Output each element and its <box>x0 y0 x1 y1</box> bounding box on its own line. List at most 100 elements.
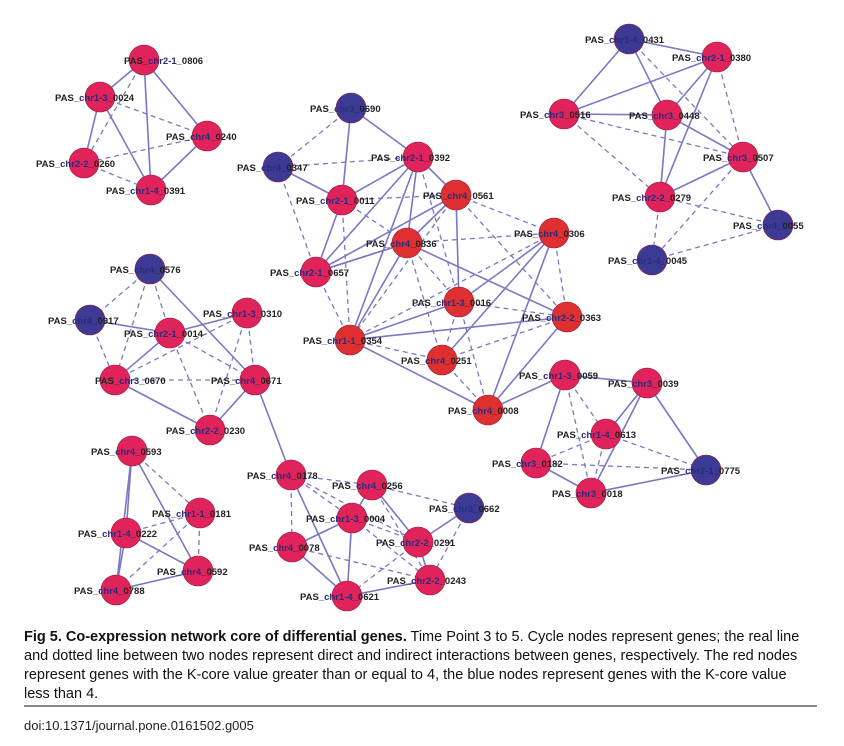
gene-label-chromosome: chr1-4 <box>130 186 159 197</box>
gene-label-suffix: _0279 <box>664 193 691 204</box>
gene-node-g1[interactable] <box>275 459 307 491</box>
direct-edge-E1-E4 <box>535 374 566 464</box>
indirect-edge-B7-B11 <box>349 232 555 341</box>
gene-label-d3: PAS_chr1-3_0310 <box>203 309 282 320</box>
gene-label-suffix: _0251 <box>444 356 472 367</box>
gene-label-prefix: PAS_ <box>211 376 236 387</box>
gene-node-g6[interactable] <box>276 531 308 563</box>
gene-label-prefix: PAS_ <box>557 430 582 441</box>
gene-node-c3[interactable] <box>548 98 580 130</box>
gene-label-chromosome: chr3 <box>653 111 673 122</box>
gene-node-f4[interactable] <box>182 555 214 587</box>
gene-label-chromosome: chr3 <box>119 376 139 387</box>
indirect-edge-F1-F2 <box>131 450 201 514</box>
gene-node-e3[interactable] <box>590 418 622 450</box>
gene-label-suffix: _0045 <box>660 256 688 267</box>
gene-node-c7[interactable] <box>762 209 794 241</box>
gene-label-prefix: PAS_ <box>247 471 272 482</box>
gene-label-prefix: PAS_ <box>74 586 99 597</box>
gene-node-d7[interactable] <box>194 414 226 446</box>
gene-node-b5[interactable] <box>440 179 472 211</box>
gene-label-chromosome: chr4 <box>235 376 256 387</box>
gene-node-c8[interactable] <box>636 244 668 276</box>
gene-node-g7[interactable] <box>414 564 446 596</box>
gene-label-chromosome: chr2-1 <box>320 196 349 207</box>
gene-node-d5[interactable] <box>99 364 131 396</box>
gene-node-d6[interactable] <box>239 364 271 396</box>
gene-node-b13[interactable] <box>472 394 504 426</box>
gene-label-prefix: PAS_ <box>36 159 61 170</box>
gene-label-prefix: PAS_ <box>387 576 412 587</box>
gene-node-c6[interactable] <box>644 181 676 213</box>
gene-node-b10[interactable] <box>551 301 583 333</box>
indirect-edge-B4-B5 <box>341 194 457 201</box>
gene-node-b6[interactable] <box>391 227 423 259</box>
gene-node-b7[interactable] <box>538 217 570 249</box>
gene-label-prefix: PAS_ <box>249 543 274 554</box>
gene-node-c4[interactable] <box>651 99 683 131</box>
gene-node-b1[interactable] <box>335 92 367 124</box>
gene-label-chromosome: chr4 <box>134 265 155 276</box>
gene-node-b9[interactable] <box>443 286 475 318</box>
gene-node-a5[interactable] <box>135 174 167 206</box>
gene-label-suffix: _0593 <box>134 447 161 458</box>
gene-node-d2[interactable] <box>74 304 106 336</box>
gene-node-e4[interactable] <box>520 447 552 479</box>
gene-label-suffix: _0243 <box>439 576 466 587</box>
gene-label-c4: PAS_chr3_0448 <box>629 111 700 122</box>
gene-node-b11[interactable] <box>334 324 366 356</box>
indirect-edge-B9-B13 <box>458 301 489 411</box>
gene-node-c2[interactable] <box>701 41 733 73</box>
indirect-edge-D1-D5 <box>114 268 151 381</box>
gene-label-suffix: _0230 <box>218 426 245 437</box>
gene-node-e5[interactable] <box>690 454 722 486</box>
gene-label-c5: PAS_chr3_0507 <box>703 153 774 164</box>
gene-label-suffix: _0671 <box>254 376 282 387</box>
gene-node-c1[interactable] <box>613 23 645 55</box>
gene-node-g4[interactable] <box>336 502 368 534</box>
gene-label-chromosome: chr4 <box>447 191 468 202</box>
gene-node-g2[interactable] <box>356 469 388 501</box>
gene-node-e1[interactable] <box>549 359 581 391</box>
gene-node-a4[interactable] <box>68 147 100 179</box>
gene-node-d4[interactable] <box>154 317 186 349</box>
gene-node-b8[interactable] <box>300 256 332 288</box>
gene-label-b4: PAS_chr2-1_0011 <box>296 196 375 207</box>
indirect-edge-C7-C8 <box>651 224 779 261</box>
gene-label-chromosome: chr1-1 <box>327 336 356 347</box>
direct-edge-A1-A3 <box>143 59 208 137</box>
gene-label-chromosome: chr3 <box>727 153 747 164</box>
indirect-edge-B1-B2 <box>277 107 352 168</box>
gene-node-b3[interactable] <box>402 141 434 173</box>
gene-label-chromosome: chr3 <box>516 459 536 470</box>
caption-divider <box>24 705 817 707</box>
gene-node-d1[interactable] <box>134 253 166 285</box>
indirect-edge-G2-G7 <box>371 484 431 581</box>
gene-node-d3[interactable] <box>231 297 263 329</box>
gene-node-e6[interactable] <box>575 477 607 509</box>
gene-node-c5[interactable] <box>727 141 759 173</box>
gene-node-f1[interactable] <box>116 435 148 467</box>
gene-node-a2[interactable] <box>84 81 116 113</box>
gene-node-g3[interactable] <box>453 492 485 524</box>
gene-label-chromosome: chr4 <box>390 239 411 250</box>
gene-node-g5[interactable] <box>402 526 434 558</box>
gene-label-suffix: _0016 <box>464 298 491 309</box>
gene-node-e2[interactable] <box>631 367 663 399</box>
gene-node-b2[interactable] <box>262 151 294 183</box>
gene-node-g8[interactable] <box>331 580 363 612</box>
gene-label-chromosome: chr1-4 <box>609 35 638 46</box>
indirect-edge-C2-C5 <box>716 56 744 158</box>
gene-node-b12[interactable] <box>426 344 458 376</box>
gene-label-suffix: _0690 <box>353 104 380 115</box>
gene-node-a1[interactable] <box>128 44 160 76</box>
gene-node-f5[interactable] <box>100 574 132 606</box>
gene-node-f2[interactable] <box>184 497 216 529</box>
gene-label-prefix: PAS_ <box>270 268 295 279</box>
gene-node-f3[interactable] <box>110 517 142 549</box>
gene-label-chromosome: chr3 <box>453 504 473 515</box>
gene-label-f1: PAS_chr4_0593 <box>91 447 162 458</box>
gene-node-a3[interactable] <box>191 120 223 152</box>
indirect-edge-G6-G7 <box>291 546 431 581</box>
gene-node-b4[interactable] <box>326 184 358 216</box>
